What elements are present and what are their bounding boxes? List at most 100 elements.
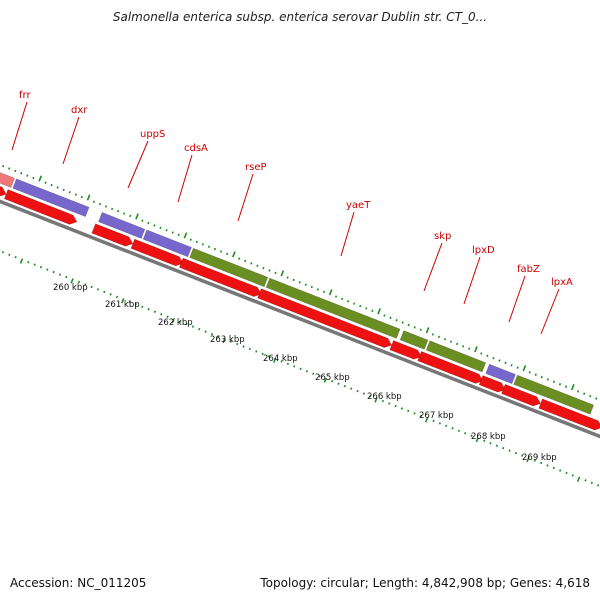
- tick-mark: [238, 257, 241, 260]
- backbone-line: [0, 199, 600, 439]
- tick-mark: [528, 371, 531, 374]
- gene-label: fabZ: [517, 264, 540, 275]
- tick-mark: [204, 330, 207, 333]
- kbp-labels: 260 kbp 261 kbp 262 kbp 263 kbp 264 kbp 265 k…: [53, 283, 557, 463]
- gene-leader-line: [62, 116, 80, 165]
- tick-mark: [377, 308, 381, 315]
- tick-mark: [347, 300, 350, 303]
- tick-mark: [407, 409, 410, 413]
- gene-feature: [485, 363, 516, 385]
- tick-mark: [27, 260, 30, 264]
- tick-mark: [468, 347, 471, 350]
- gene-feature: [399, 330, 429, 350]
- tick-mark: [432, 419, 435, 423]
- tick-mark: [177, 233, 180, 237]
- tick-mark: [533, 459, 536, 462]
- outer-tick-ring: [2, 164, 598, 400]
- tick-mark: [185, 322, 188, 326]
- tick-mark: [103, 290, 106, 294]
- tick-mark: [110, 207, 114, 211]
- accession-text: Accession: NC_011205: [10, 576, 147, 590]
- tick-mark: [219, 250, 223, 253]
- tick-mark: [74, 193, 77, 196]
- tick-mark: [470, 434, 473, 437]
- gene-label: lpxD: [472, 245, 495, 256]
- tick-mark: [331, 379, 334, 383]
- tick-mark: [183, 232, 188, 239]
- tick-mark: [213, 247, 217, 251]
- tick-mark: [165, 228, 168, 232]
- tick-mark: [70, 278, 74, 284]
- tick-mark: [147, 308, 150, 311]
- tick-mark: [508, 449, 511, 452]
- tick-mark: [8, 167, 11, 170]
- tick-mark: [128, 300, 131, 304]
- tick-mark: [369, 394, 372, 398]
- tick-mark: [222, 337, 226, 344]
- gene-leader-line: [463, 256, 481, 305]
- tick-mark: [486, 354, 489, 358]
- gene-leader-line: [177, 154, 193, 203]
- tick-mark: [540, 375, 543, 379]
- tick-mark: [274, 271, 277, 275]
- kbp-tick-label: 261 kbp: [105, 300, 140, 310]
- tick-mark: [195, 240, 198, 244]
- tick-mark: [480, 352, 483, 355]
- tick-mark: [153, 224, 156, 227]
- tick-mark: [171, 317, 176, 324]
- gene-label: uppS: [140, 129, 165, 140]
- tick-mark: [77, 280, 81, 284]
- tick-mark: [371, 309, 374, 312]
- tick-mark: [293, 365, 296, 368]
- gene-feature: [0, 172, 15, 188]
- kbp-tick-label: 263 kbp: [210, 335, 245, 345]
- tick-mark: [160, 313, 163, 316]
- tick-mark: [400, 407, 403, 410]
- tick-mark: [250, 262, 253, 265]
- tick-mark: [280, 360, 283, 363]
- tick-mark: [20, 172, 23, 175]
- tick-mark: [374, 397, 378, 403]
- tick-mark: [44, 181, 47, 184]
- map-title: Salmonella enterica subsp. enterica sero…: [112, 10, 488, 24]
- tick-mark: [232, 251, 236, 258]
- tick-mark: [521, 454, 524, 457]
- backbone-ring: [0, 199, 600, 439]
- gene-feature: [98, 212, 146, 239]
- tick-mark: [52, 270, 55, 274]
- tick-mark: [141, 305, 144, 309]
- tick-mark: [401, 321, 404, 324]
- tick-mark: [589, 394, 592, 398]
- tick-mark: [462, 345, 465, 348]
- tick-mark: [590, 481, 593, 485]
- tick-mark: [577, 390, 580, 393]
- tick-mark: [455, 342, 459, 346]
- gene-label: skp: [434, 231, 451, 242]
- tick-mark: [134, 303, 138, 306]
- cds-track: [0, 186, 600, 431]
- cds-arrow: [0, 186, 7, 197]
- tick-mark: [322, 290, 326, 294]
- cds-arrow: [538, 398, 600, 431]
- tick-mark: [159, 226, 162, 230]
- gene-leader-line: [237, 173, 254, 222]
- tick-mark: [207, 245, 211, 248]
- gene-label: yaeT: [346, 200, 371, 211]
- tick-mark: [359, 304, 362, 308]
- tick-mark: [280, 270, 285, 277]
- tick-mark: [123, 212, 126, 215]
- cds-arrow: [257, 288, 393, 348]
- cds-arrow: [389, 340, 422, 360]
- tick-mark: [96, 288, 100, 291]
- tick-mark: [135, 213, 139, 220]
- tick-mark: [33, 263, 36, 266]
- tick-mark: [570, 384, 575, 391]
- tick-mark: [510, 364, 513, 367]
- gene-label: dxr: [71, 105, 88, 116]
- tick-mark: [389, 316, 392, 320]
- tick-mark: [1, 251, 5, 254]
- gene-leader-line: [540, 288, 560, 335]
- tick-mark: [595, 397, 598, 400]
- tick-mark: [437, 335, 441, 339]
